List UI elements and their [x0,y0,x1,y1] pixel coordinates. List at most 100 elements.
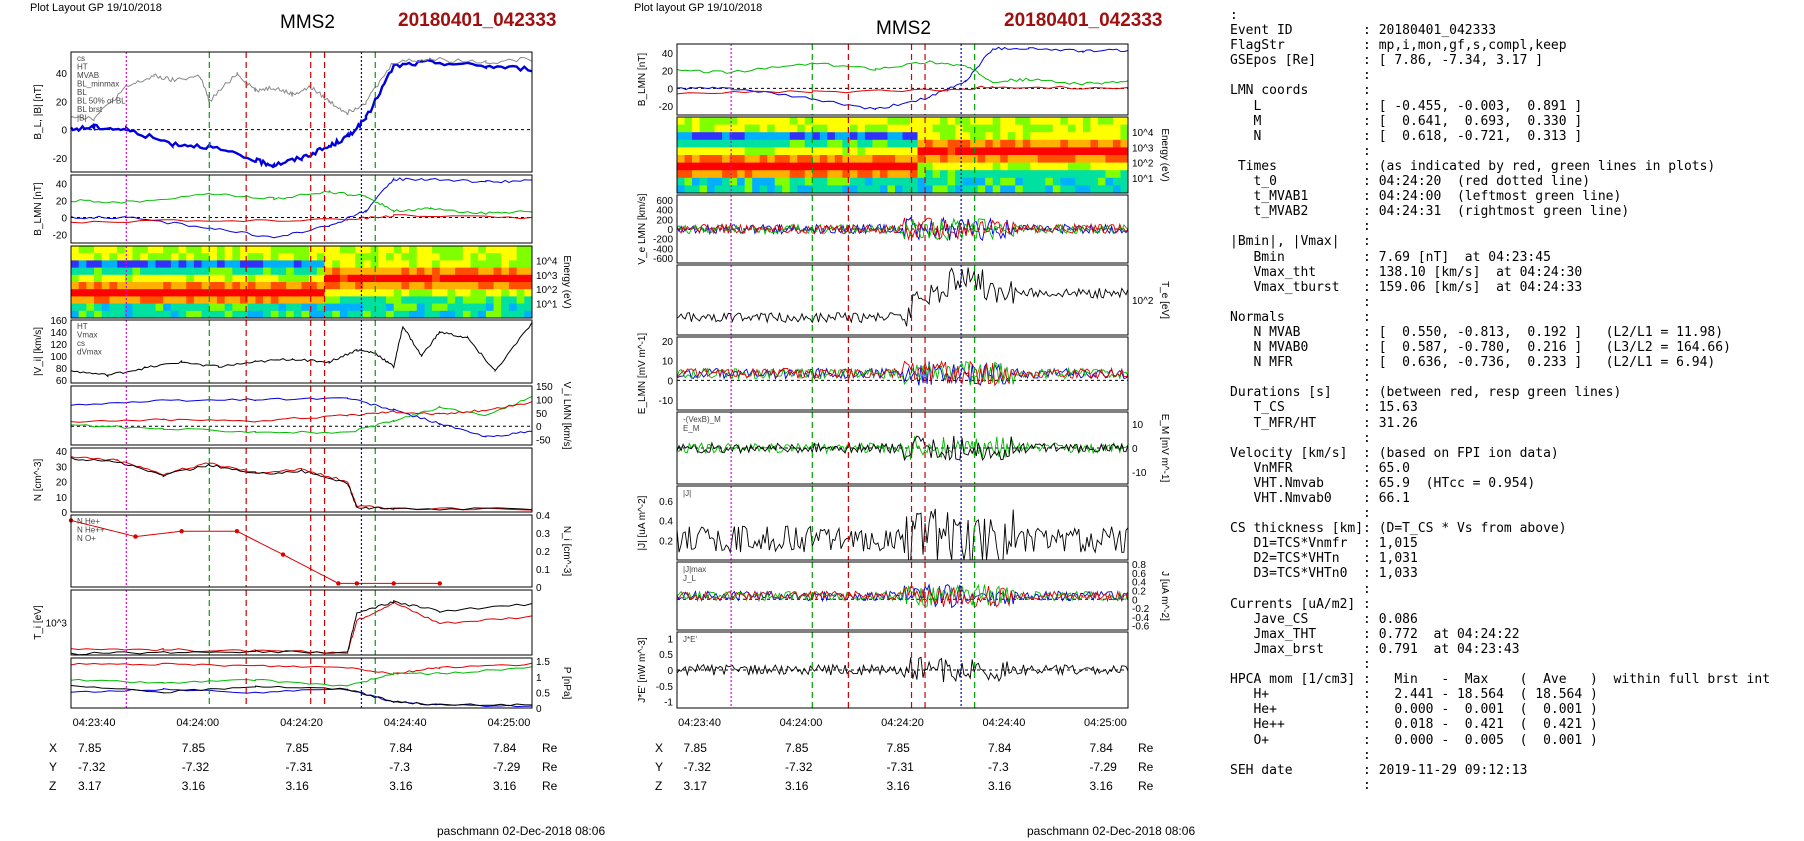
spectrogram-cell [309,274,318,283]
spectrogram-cell [1105,177,1114,186]
spectrogram-cell [1067,185,1076,194]
spectrogram-cell [255,260,264,269]
info-line: t_MVAB2 : 04:24:31 (rightmost green line… [1230,204,1630,220]
spectrogram-cell [857,117,866,126]
spectrogram-cell [910,155,919,164]
spectrogram-cell [132,253,141,261]
spectrogram-cell [147,274,157,283]
spectrogram-cell [1112,132,1121,141]
info-line: D1=TCS*Vnmfr : 1,015 [1230,536,1418,552]
spectrogram-cell [782,162,791,171]
spectrogram-cell [516,246,525,254]
spectrogram-cell [508,246,518,254]
spectrogram-cell [485,260,495,269]
spectrogram-cell [278,296,287,305]
spectrogram-cell [401,310,410,319]
spectrogram-cell [117,310,126,319]
spectrogram-cell [1022,139,1031,148]
spectrogram-cell [1030,177,1039,186]
info-line: |Bmin|, |Vmax| : [1230,234,1371,250]
spectrogram-cell [1075,117,1084,126]
ytick-label: 10^3 [536,271,558,282]
spectrogram-cell [1090,124,1099,133]
spectrogram-cell [714,185,723,194]
spectrogram-cell [1052,139,1061,148]
spectrogram-cell [378,274,387,283]
spectrogram-cell [462,246,472,254]
spectrogram-cell [508,253,518,261]
spectrogram-cell [516,303,525,312]
spectrogram-cell [722,185,731,194]
spectrogram-cell [684,139,693,148]
spectrogram-cell [684,132,693,141]
spectrogram-cell [508,310,518,319]
spectrogram-cell [872,132,881,141]
spectrogram-cell [1060,185,1069,194]
time-tick-label: 04:25:00 [488,717,531,729]
spectrogram-cell [117,274,126,283]
info-line: D3=TCS*VHTn0 : 1,033 [1230,566,1418,582]
spectrogram-cell [386,267,395,276]
spectrogram-cell [140,289,149,297]
spectrogram-cell [849,170,858,179]
spectrogram-cell [1097,185,1106,194]
ytick-label: -0.2 [1132,604,1150,615]
spectrogram-cell [247,310,256,319]
spectrogram-cell [263,260,272,269]
spectrogram-cell [247,282,256,290]
spectrogram-cell [316,296,326,305]
ytick-label: -20 [53,231,68,242]
spectrogram-cell [759,177,768,186]
spectrogram-cell [416,289,425,297]
spectrogram-cell [864,170,873,179]
spectrogram-cell [255,282,264,290]
spectrogram-cell [293,310,302,319]
spectrogram-cell [286,267,295,276]
spectrogram-cell [416,296,425,305]
spectrogram-cell [1075,162,1084,171]
spectrogram-cell [1060,139,1069,148]
spectrogram-cell [797,117,806,126]
spectrogram-cell [677,147,686,156]
spectrogram-cell [1112,155,1121,164]
ytick-label: 0 [536,583,542,594]
time-tick-label: 04:24:00 [176,717,219,729]
spectrogram-cell [910,124,919,133]
spectrogram-cell [263,267,272,276]
spectrogram-cell [917,185,926,194]
spectrogram-cell [872,139,881,148]
legend-entry: HT [77,322,88,331]
ytick-label: -600 [653,254,673,265]
spectrogram-cell [178,289,187,297]
spectrogram-cell [232,246,241,254]
info-line: He++ : 0.018 - 0.421 ( 0.421 ) [1230,717,1598,733]
spectrogram-cell [362,260,372,269]
spectrogram-cell [140,260,149,269]
spectrogram-cell [147,260,157,269]
legend-entry: dVmax [77,348,102,357]
spectrogram-cell [707,155,716,164]
position-value: 3.16 [785,779,809,793]
spectrogram-cell [827,185,836,194]
spectrogram-cell [857,132,866,141]
spectrogram-cell [887,132,896,141]
spectrogram-cell [316,289,326,297]
spectrogram-cell [767,139,776,148]
spectrogram-cell [301,310,310,319]
spectrogram-cell [216,260,226,269]
spectrogram-cell [270,310,279,319]
ytick-label: 140 [50,328,67,339]
spectrogram-cell [864,185,873,194]
spectrogram-cell [201,260,210,269]
spectrogram-cell [1007,185,1016,194]
spectrogram-cell [1090,185,1099,194]
right-panel-6-frame [676,411,1129,485]
spectrogram-cell [71,296,80,305]
spectrogram-cell [737,170,746,179]
spectrogram-cell [455,303,464,312]
spectrogram-cell [432,260,441,269]
spectrogram-cell [240,246,249,254]
ytick-label: 400 [656,206,673,217]
spectrogram-cell [439,303,448,312]
spectrogram-cell [977,117,986,126]
